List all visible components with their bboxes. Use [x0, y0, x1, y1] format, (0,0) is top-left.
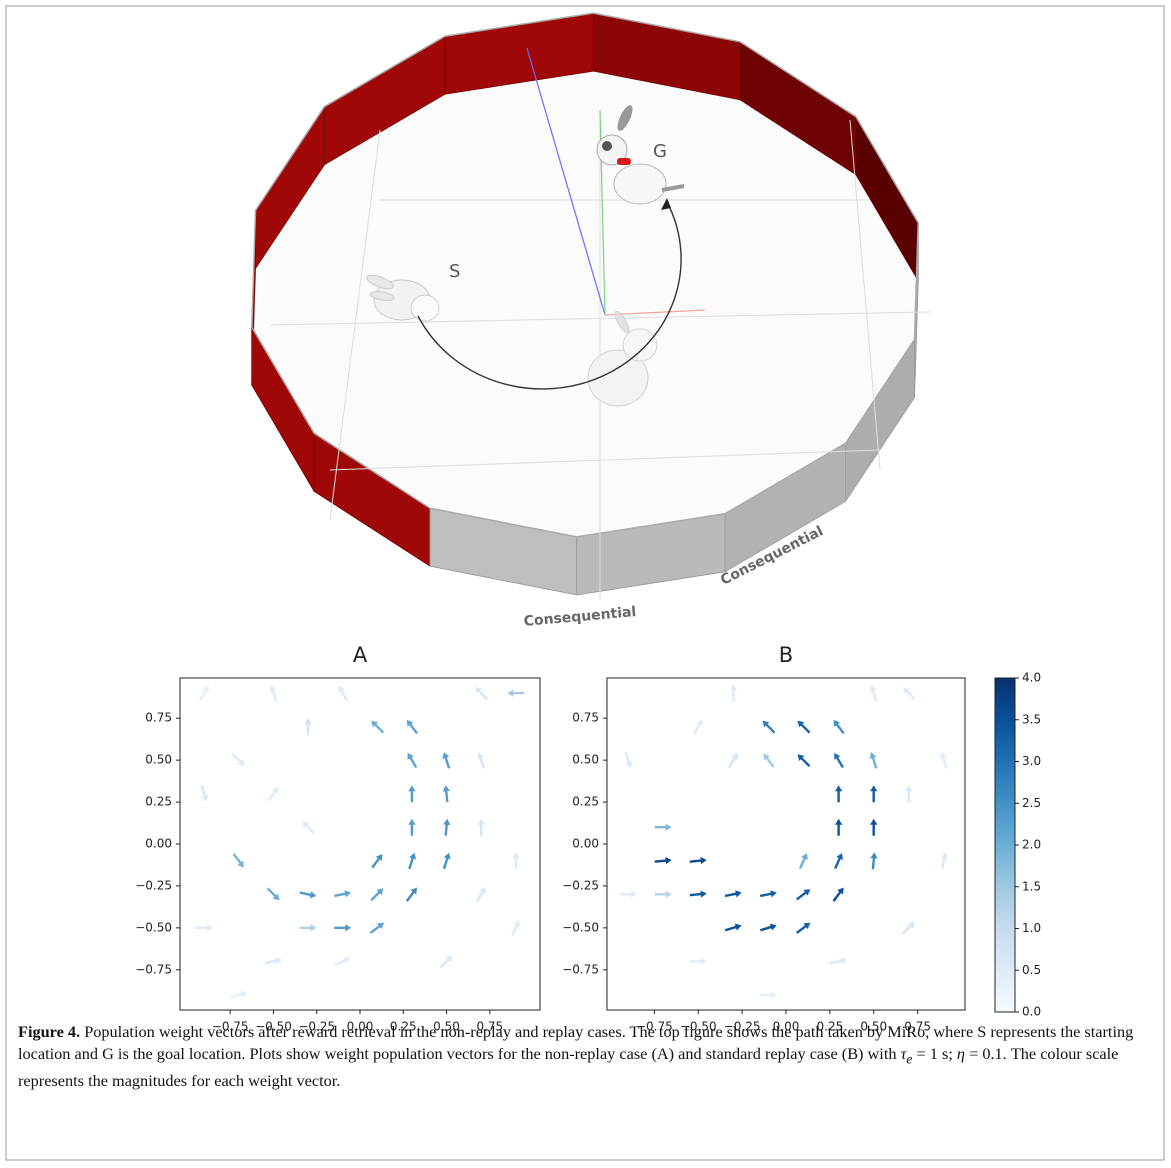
y-tick-label: 0.50 — [145, 753, 172, 767]
y-tick-label: 0.25 — [572, 795, 599, 809]
y-tick-label: −0.25 — [135, 878, 172, 892]
goal-label: G — [653, 141, 667, 162]
y-tick-label: 0.50 — [572, 753, 599, 767]
colorbar — [995, 678, 1015, 1012]
start-label: S — [449, 261, 460, 282]
colorbar-tick-label: 1.0 — [1022, 921, 1041, 935]
y-tick-label: −0.50 — [562, 920, 599, 934]
colorbar-tick-label: 4.0 — [1022, 671, 1041, 685]
colorbar-tick-label: 1.5 — [1022, 879, 1041, 893]
caption-text: Population weight vectors after reward r… — [18, 1022, 1133, 1063]
caption-math: = 1 s; — [917, 1044, 953, 1063]
arena-render — [252, 13, 918, 595]
plot-area — [180, 678, 540, 1010]
y-tick-label: −0.25 — [562, 878, 599, 892]
plot-area — [607, 678, 965, 1010]
colorbar-tick-label: 2.0 — [1022, 838, 1041, 852]
y-tick-label: 0.00 — [572, 837, 599, 851]
colorbar-tick-label: 0.0 — [1022, 1005, 1041, 1019]
colorbar-tick-label: 2.5 — [1022, 796, 1041, 810]
y-tick-label: −0.75 — [135, 962, 172, 976]
caption-math: e — [906, 1051, 912, 1066]
y-tick-label: 0.75 — [572, 711, 599, 725]
caption: Figure 4. Population weight vectors afte… — [18, 1021, 1156, 1092]
caption-math: η — [957, 1044, 965, 1063]
page: { "figure": { "arena": {"start_label": "… — [0, 0, 1171, 1168]
colorbar-tick-label: 3.5 — [1022, 712, 1041, 726]
colorbar-tick-label: 0.5 — [1022, 963, 1041, 977]
y-tick-label: 0.00 — [145, 837, 172, 851]
y-tick-label: 0.75 — [145, 711, 172, 725]
colorbar-tick-label: 3.0 — [1022, 754, 1041, 768]
y-tick-label: 0.25 — [145, 795, 172, 809]
figure: S G Consequential Consequential A−0.75−0… — [0, 0, 1171, 1168]
caption-label: Figure 4. — [18, 1022, 80, 1041]
chart-title: A — [353, 643, 368, 667]
y-tick-label: −0.75 — [562, 962, 599, 976]
plots: A −0.75 −0.50 −0.25 0.00 0.25 0.50 0.75 −0.75 −0.… — [135, 643, 1041, 1034]
chart-title: B — [779, 643, 793, 667]
wall-text: Consequential — [523, 604, 637, 630]
y-tick-label: −0.50 — [135, 920, 172, 934]
